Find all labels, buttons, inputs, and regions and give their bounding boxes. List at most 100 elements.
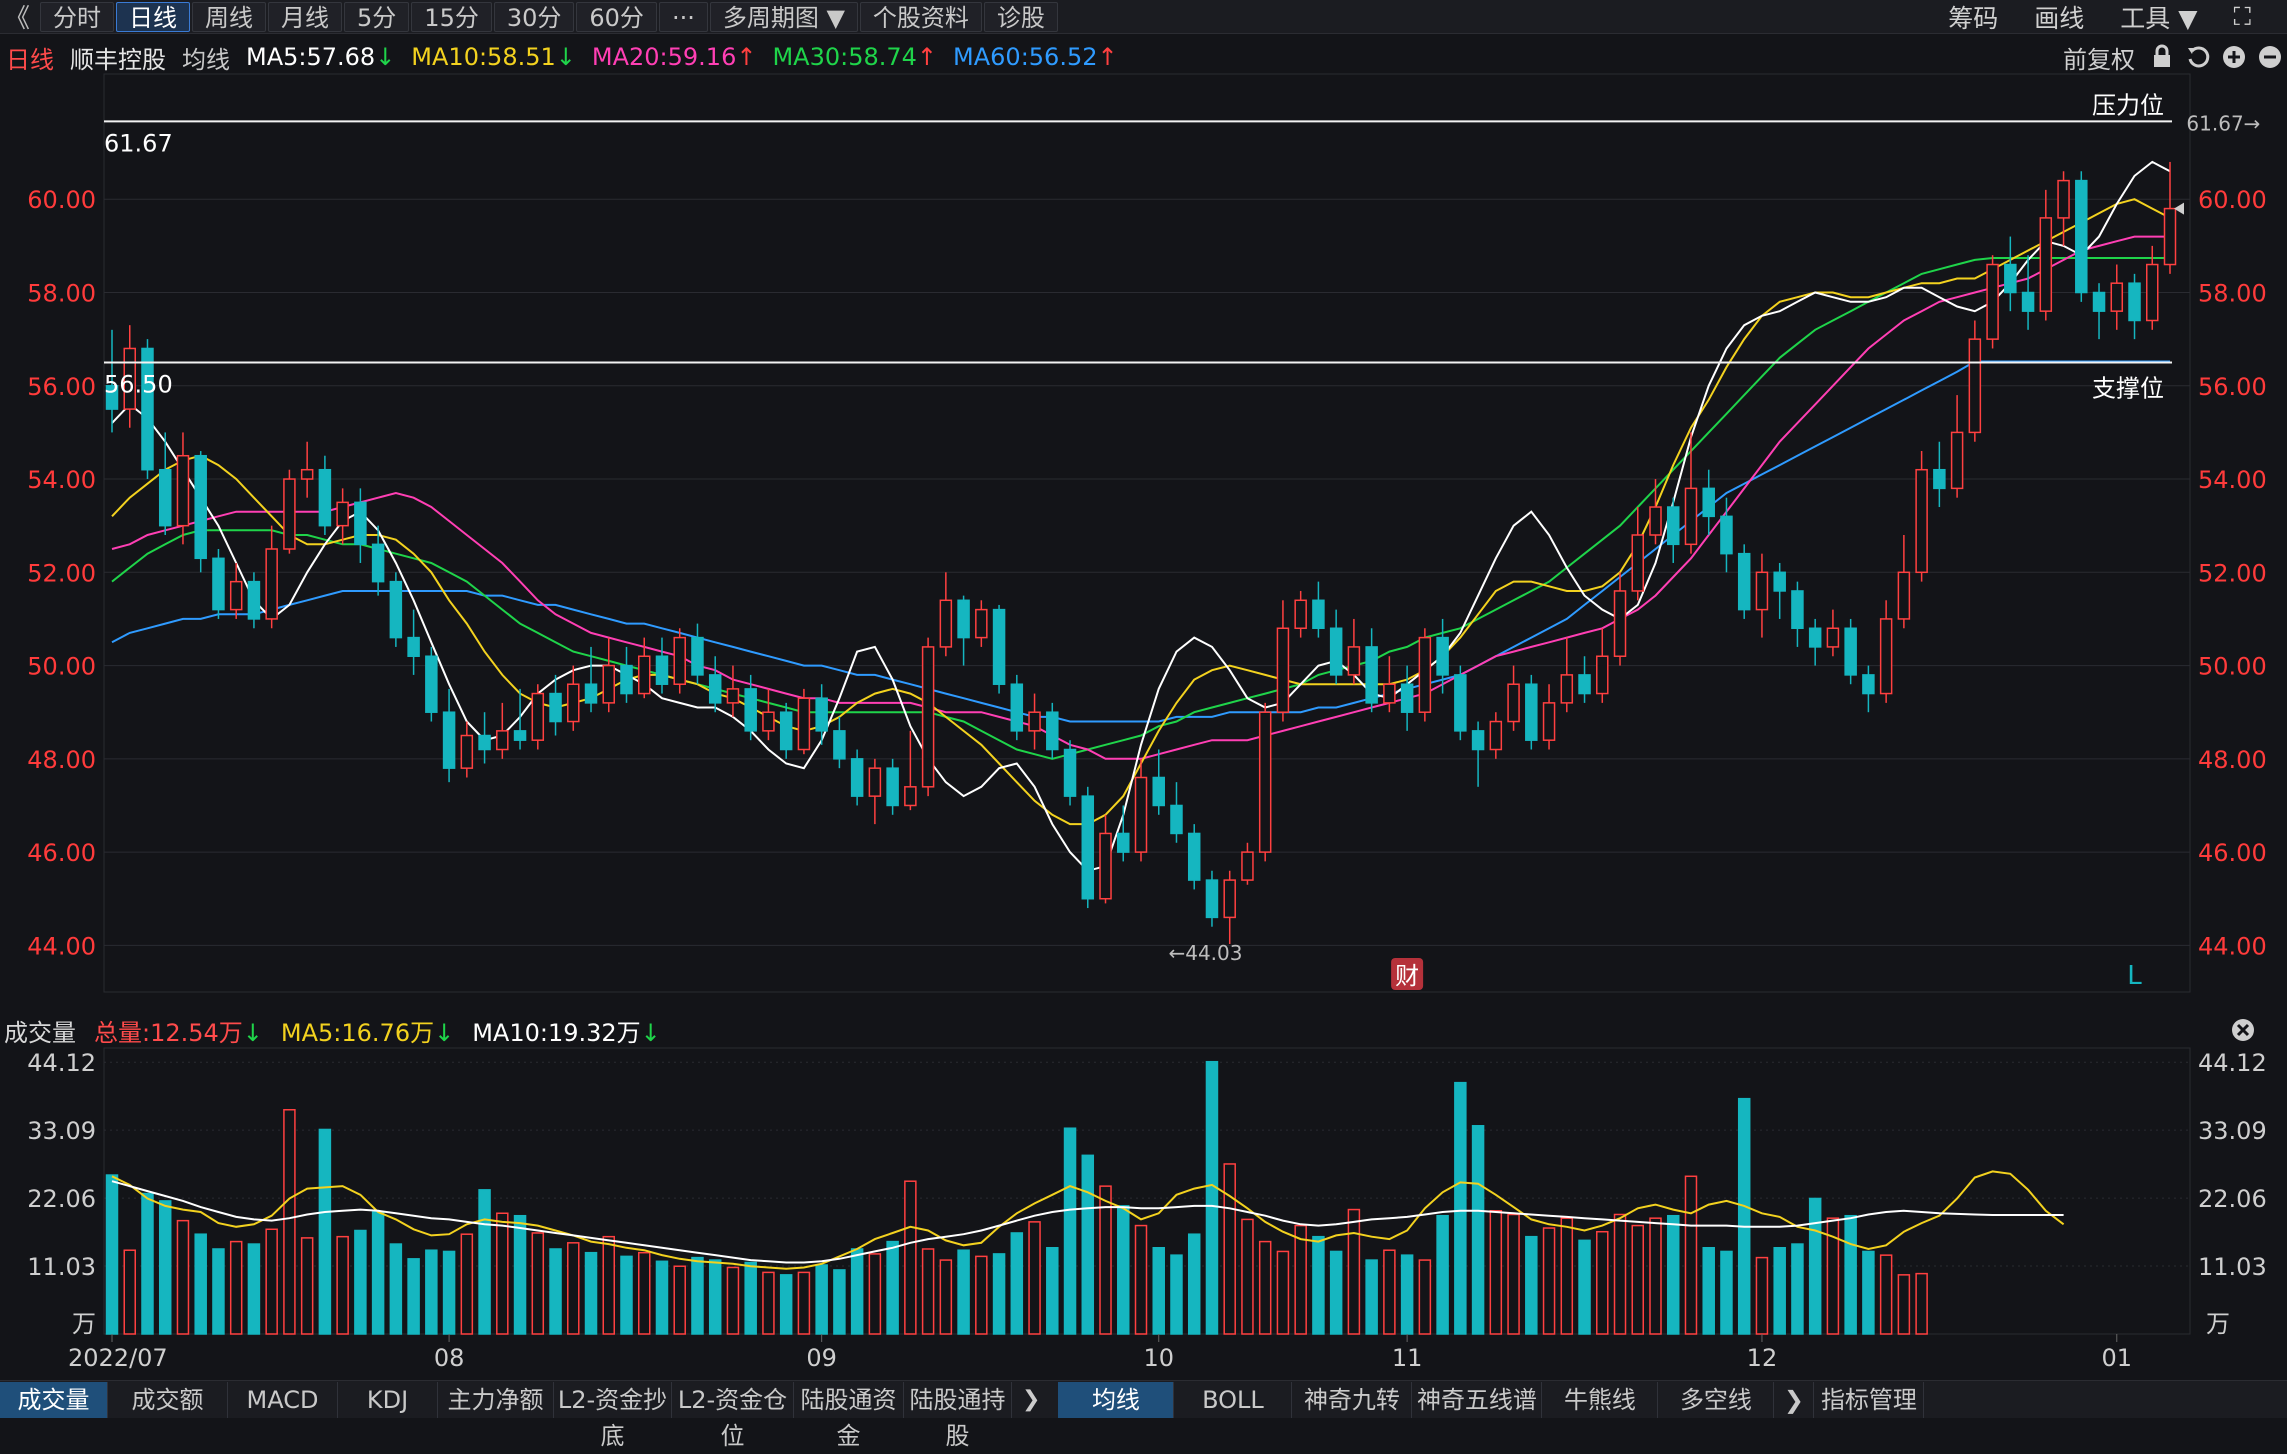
tab-4[interactable]: 5分 bbox=[344, 1, 410, 32]
candle-body bbox=[460, 734, 474, 769]
toolbar-right-item-1[interactable]: 画线 bbox=[2034, 3, 2085, 33]
tabs-scroll-arrow-icon[interactable]: ❯ bbox=[1022, 1387, 1041, 1412]
indicator-tab-6[interactable]: L2-资金仓位 bbox=[672, 1381, 794, 1450]
volume-bar bbox=[1347, 1208, 1361, 1335]
undo-icon[interactable] bbox=[2185, 44, 2211, 70]
candle-body bbox=[1134, 776, 1148, 853]
tab-10[interactable]: 个股资料 bbox=[859, 1, 982, 32]
candle-body bbox=[389, 580, 403, 639]
volume-bar bbox=[708, 1259, 722, 1335]
volume-bar bbox=[567, 1242, 580, 1335]
tab-1[interactable]: 日线 bbox=[116, 1, 191, 32]
current-price-pointer-icon bbox=[2174, 202, 2184, 215]
tab-9[interactable]: 多周期图 ▼ bbox=[709, 1, 858, 32]
volume-bar bbox=[797, 1271, 811, 1335]
toolbar-right-item-0[interactable]: 筹码 bbox=[1948, 3, 1999, 33]
indicator-tab-4[interactable]: 主力净额 bbox=[438, 1381, 554, 1418]
back-chevron-icon[interactable]: 《 bbox=[4, 4, 31, 34]
candle-body bbox=[833, 730, 846, 760]
x-tick-label: 10 bbox=[1143, 1344, 1174, 1372]
candle-body bbox=[123, 347, 136, 410]
support-resistance[interactable]: 61.67 压力位 56.50 支撑位 bbox=[104, 91, 2172, 402]
ma10-legend: MA10:58.51↓ bbox=[411, 43, 576, 71]
overlay-tab-4[interactable]: 牛熊线 bbox=[1542, 1381, 1659, 1418]
lock-icon[interactable] bbox=[2149, 44, 2175, 70]
ma20-arrow-icon: ↑ bbox=[736, 43, 757, 71]
volume-title[interactable]: 成交量 bbox=[4, 1018, 76, 1047]
x-tick-label: 01 bbox=[2102, 1344, 2133, 1372]
zoom-out-icon[interactable] bbox=[2257, 44, 2283, 70]
tab-6[interactable]: 30分 bbox=[493, 1, 575, 32]
overlay-tab-2[interactable]: 神奇九转 bbox=[1292, 1381, 1413, 1418]
volume-ma10: MA10:19.32万↓ bbox=[472, 1013, 661, 1048]
overlay-tab-7[interactable]: 指标管理 bbox=[1814, 1381, 1925, 1418]
tab-8[interactable]: ··· bbox=[658, 1, 708, 32]
indicator-tab-5[interactable]: L2-资金抄底 bbox=[554, 1381, 672, 1450]
volume-bar bbox=[141, 1192, 154, 1335]
candle-body bbox=[2163, 207, 2177, 266]
tab-0[interactable]: 分时 bbox=[40, 1, 115, 32]
candle-body bbox=[141, 347, 154, 471]
candle-body bbox=[1241, 851, 1254, 881]
volume-bar bbox=[815, 1264, 828, 1335]
candle-body bbox=[1170, 804, 1183, 835]
tab-2[interactable]: 周线 bbox=[192, 1, 267, 32]
overlay-tab-0[interactable]: 均线 bbox=[1058, 1381, 1175, 1418]
period-label[interactable]: 日线 bbox=[6, 45, 54, 74]
toolbar-right-item-3[interactable]: ⛶ bbox=[2233, 1, 2251, 31]
overlay-tab-3[interactable]: 神奇五线谱 bbox=[1412, 1381, 1543, 1418]
support-value-label: 56.50 bbox=[104, 370, 173, 398]
volume-bar bbox=[1223, 1163, 1236, 1335]
volume-bar bbox=[1294, 1224, 1307, 1335]
indicator-tab-1[interactable]: 成交额 bbox=[108, 1381, 228, 1418]
volume-bar bbox=[1312, 1235, 1325, 1335]
indicator-tab-3[interactable]: KDJ bbox=[338, 1381, 438, 1418]
candle-body bbox=[1507, 683, 1520, 723]
volume-bar bbox=[158, 1200, 172, 1335]
candle-body bbox=[549, 692, 562, 723]
overlay-tab-6[interactable]: ❯ bbox=[1774, 1381, 1815, 1418]
toolbar-right-item-2[interactable]: 工具 ▼ bbox=[2120, 3, 2198, 33]
finance-marker-icon[interactable] bbox=[1391, 958, 1424, 990]
zoom-in-icon[interactable] bbox=[2221, 44, 2247, 70]
volume-ma10-value: MA10:19.32万 bbox=[472, 1018, 641, 1047]
ma20-line bbox=[111, 235, 2170, 760]
candle-body bbox=[407, 636, 420, 657]
volume-bar bbox=[1578, 1239, 1591, 1335]
volume-bar bbox=[442, 1250, 456, 1335]
volume-bar bbox=[1046, 1247, 1059, 1335]
volume-ma10-line bbox=[111, 1180, 2064, 1264]
overlay-tab-1[interactable]: BOLL bbox=[1174, 1381, 1293, 1418]
candle-body bbox=[1666, 506, 1680, 546]
indicator-tab-0[interactable]: 成交量 bbox=[0, 1381, 108, 1418]
tab-7[interactable]: 60分 bbox=[576, 1, 657, 32]
avg-line-label[interactable]: 均线 bbox=[182, 45, 230, 74]
volume-bar bbox=[602, 1235, 616, 1335]
close-icon[interactable] bbox=[2230, 1017, 2256, 1043]
volume-bar bbox=[300, 1237, 314, 1335]
ma60-line bbox=[111, 360, 2170, 723]
kline-chart[interactable]: 61.67 压力位 56.50 支撑位 60.00 60.00 58.00 58.00 56.… bbox=[0, 0, 2287, 1380]
adjust-mode[interactable]: 前复权 bbox=[2063, 45, 2135, 74]
volume-bar bbox=[1702, 1247, 1715, 1335]
overlay-tab-5[interactable]: 多空线 bbox=[1658, 1381, 1775, 1418]
candle-body bbox=[1755, 571, 1769, 611]
price-tick-right: 56.00 bbox=[2198, 373, 2267, 401]
indicator-tab-8[interactable]: 陆股通持股 bbox=[904, 1381, 1012, 1450]
tab-5[interactable]: 15分 bbox=[411, 1, 492, 32]
candle-body bbox=[1791, 590, 1804, 630]
resistance-name-label: 压力位 bbox=[2092, 91, 2164, 119]
volume-bar bbox=[779, 1274, 793, 1335]
volume-bar bbox=[1773, 1247, 1786, 1335]
toolbar-right: 筹码 画线 工具 ▼ ⛶ bbox=[1948, 0, 2287, 35]
candle-body bbox=[2004, 263, 2017, 294]
tab-3[interactable]: 月线 bbox=[268, 1, 343, 32]
candle-body bbox=[939, 599, 953, 648]
indicator-tab-7[interactable]: 陆股通资金 bbox=[794, 1381, 904, 1450]
price-tick-right: 44.00 bbox=[2198, 932, 2267, 960]
l-marker[interactable]: L bbox=[2127, 961, 2142, 991]
volume-bar bbox=[939, 1259, 953, 1335]
indicator-tab-2[interactable]: MACD bbox=[228, 1381, 338, 1418]
candle-body bbox=[1365, 646, 1378, 704]
tab-11[interactable]: 诊股 bbox=[983, 1, 1058, 32]
